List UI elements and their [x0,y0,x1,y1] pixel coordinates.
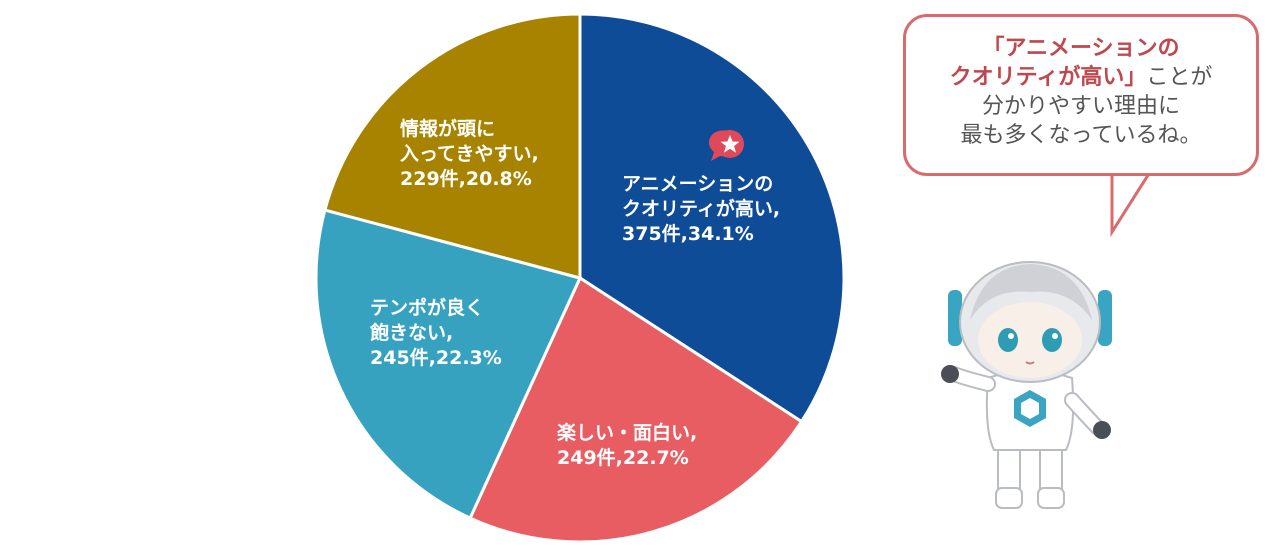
slice-label-line: クオリティが高い, [622,198,781,220]
slice-easy-info [323,12,582,280]
callout-line3: 分かりやすい理由に [981,94,1180,119]
callout-tail [1110,170,1153,238]
slice-label-count: 249件,22.7% [557,447,689,469]
slice-label-easy-info: 情報が頭に 入ってきやすい, 229件,20.8% [400,117,539,192]
slice-label-line: 楽しい・面白い, [557,422,698,444]
slice-label-fun: 楽しい・面白い, 249件,22.7% [557,421,697,471]
star-speech-bubble-icon [708,130,744,161]
callout-bubble [903,14,1259,176]
slice-fun [468,275,804,544]
callout-line2-suffix: ことが [1146,65,1213,90]
slice-label-line: テンポが良く [370,297,485,319]
slice-label-count: 229件,20.8% [400,168,532,190]
slice-label-count: 245件,22.3% [370,347,502,369]
callout-highlight-line1: 「アニメーションの [982,36,1180,61]
slice-label-line: 入ってきやすい, [400,143,539,165]
slice-label-line: アニメーションの [622,173,774,195]
slice-label-animation-quality: アニメーションの クオリティが高い, 375件,34.1% [622,172,780,247]
callout-line4: 最も多くなっているね。 [960,123,1202,148]
robot-mascot-icon [941,261,1112,509]
slice-label-count: 375件,34.1% [622,223,754,245]
slice-tempo [314,208,583,521]
slice-label-line: 飽きない, [370,322,454,344]
slice-label-tempo: テンポが良く 飽きない, 245件,22.3% [370,296,502,371]
slice-label-line: 情報が頭に [400,118,496,140]
callout-highlight-line2: クオリティが高い」 [949,65,1147,90]
callout-text: 「アニメーションの クオリティが高い」ことが 分かりやすい理由に 最も多くなって… [903,34,1259,150]
